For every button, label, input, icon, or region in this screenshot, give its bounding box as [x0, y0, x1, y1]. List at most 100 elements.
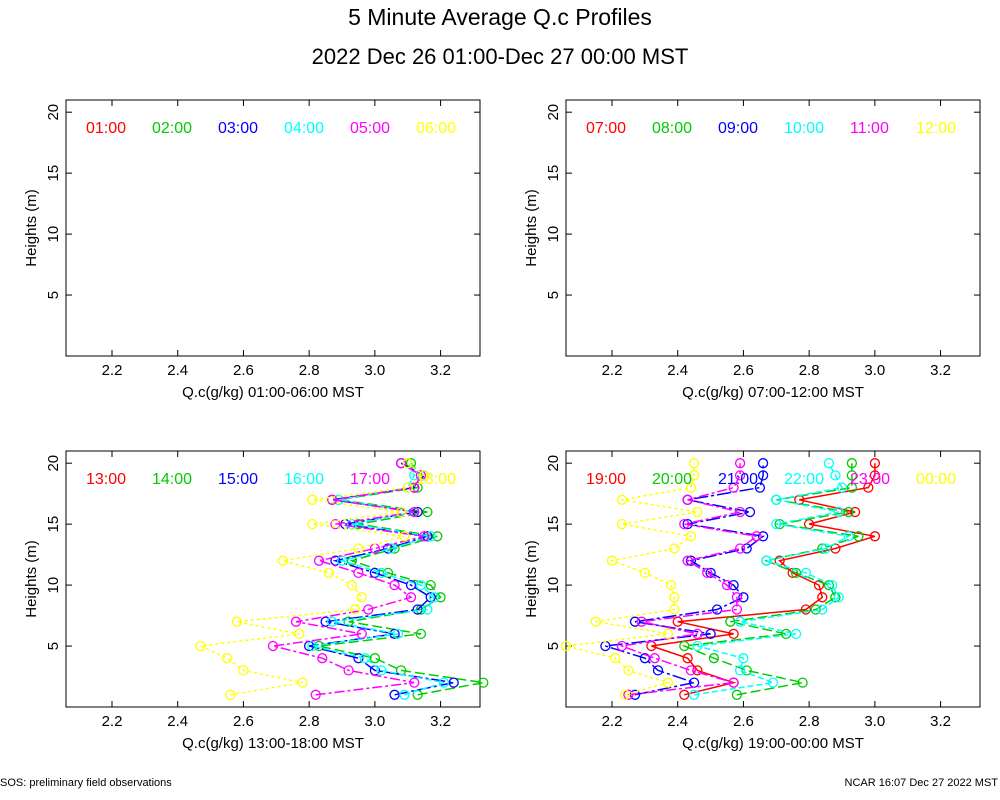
- data-point: [790, 628, 802, 640]
- x-tick-label: 2.8: [799, 713, 820, 730]
- data-point: [195, 640, 206, 652]
- data-point: [705, 628, 716, 640]
- data-point: [688, 689, 700, 700]
- legend-entry-0500: 05:00: [350, 120, 390, 137]
- series-line-0000: [565, 463, 698, 696]
- legend-entry-1500: 15:00: [218, 471, 258, 488]
- data-point: [343, 665, 354, 676]
- legend-entry-2000: 20:00: [652, 471, 692, 488]
- x-tick-label: 2.4: [167, 362, 188, 379]
- data-point: [307, 518, 318, 530]
- data-point: [744, 506, 756, 518]
- data-point: [734, 506, 746, 518]
- data-point: [725, 616, 736, 627]
- y-tick-label: 15: [45, 516, 62, 533]
- data-point: [774, 518, 785, 530]
- data-point: [863, 482, 874, 493]
- y-tick-label: 20: [545, 455, 562, 472]
- data-point: [754, 482, 766, 493]
- data-point: [679, 689, 690, 700]
- y-axis-label: Heights (m): [23, 189, 40, 267]
- panel-2: 2.2 2.4 2.6 2.8 3.0 3.2 5 10 15 20 Q.c(g/kg) 07:00…: [523, 99, 981, 401]
- data-point: [346, 579, 358, 591]
- data-point: [734, 458, 746, 469]
- data-point: [757, 470, 769, 481]
- data-point: [392, 628, 404, 640]
- series-line-2300: [618, 463, 759, 696]
- data-point: [761, 555, 772, 566]
- data-point: [721, 579, 733, 591]
- data-point: [418, 470, 430, 481]
- data-point: [326, 494, 338, 505]
- series-line-2200: [693, 462, 851, 696]
- x-tick-label: 2.8: [799, 362, 820, 379]
- data-point: [797, 677, 808, 688]
- x-tick-label: 2.2: [602, 713, 623, 730]
- data-point: [869, 531, 881, 542]
- x-tick-label: 2.6: [233, 362, 254, 379]
- data-point: [399, 531, 410, 542]
- data-point: [623, 665, 634, 676]
- data-point: [692, 506, 703, 518]
- data-point: [435, 592, 446, 603]
- data-point: [669, 543, 680, 554]
- data-point: [823, 579, 835, 591]
- data-point: [307, 640, 318, 652]
- legend-entry-0800: 08:00: [652, 120, 692, 137]
- data-point: [817, 592, 828, 603]
- data-point: [734, 665, 746, 676]
- data-point: [409, 677, 420, 688]
- data-point: [823, 458, 835, 469]
- data-point: [708, 653, 720, 664]
- data-point: [734, 616, 746, 627]
- data-point: [415, 628, 427, 640]
- data-point: [297, 677, 308, 688]
- data-point: [836, 482, 848, 493]
- plot-frame: [565, 450, 981, 708]
- series-line-1500: [308, 462, 454, 696]
- data-point: [616, 640, 628, 652]
- legend-entry-0400: 04:00: [284, 120, 324, 137]
- data-point: [428, 592, 440, 603]
- data-point: [238, 665, 249, 676]
- data-point: [221, 653, 233, 664]
- data-point: [731, 689, 743, 700]
- data-point: [225, 689, 236, 700]
- footer-credit: NCAR 16:07 Dec 27 2022 MST: [844, 777, 998, 789]
- x-axis-label: Q.c(g/kg) 07:00-12:00 MST: [682, 384, 864, 401]
- data-point: [843, 531, 854, 542]
- data-point: [422, 506, 433, 518]
- data-point: [662, 628, 674, 640]
- data-point: [692, 640, 703, 652]
- series-line-1900: [651, 463, 876, 696]
- data-point: [767, 677, 779, 688]
- data-point: [738, 592, 749, 603]
- x-tick-label: 3.2: [430, 362, 451, 379]
- y-tick-label: 5: [545, 642, 562, 650]
- legend-entry-1600: 16:00: [284, 471, 324, 488]
- data-point: [813, 579, 825, 591]
- y-tick-label: 10: [545, 226, 562, 243]
- data-point: [610, 653, 621, 664]
- data-point: [590, 616, 601, 627]
- legend-entry-1800: 18:00: [416, 471, 456, 488]
- data-point: [849, 506, 861, 518]
- data-point: [356, 592, 367, 603]
- legend-entry-1300: 13:00: [86, 471, 126, 488]
- legend-entry-0200: 02:00: [152, 120, 192, 137]
- data-point: [294, 628, 305, 640]
- legend-entry-0700: 07:00: [586, 120, 626, 137]
- legend-entry-1400: 14:00: [152, 471, 192, 488]
- data-point: [376, 567, 387, 579]
- data-point: [682, 494, 693, 505]
- data-point: [682, 653, 693, 664]
- data-point: [702, 567, 713, 579]
- x-tick-label: 3.0: [364, 713, 385, 730]
- data-point: [560, 640, 572, 652]
- data-point: [636, 616, 647, 627]
- data-point: [231, 616, 243, 627]
- data-point: [853, 531, 864, 542]
- x-tick-label: 2.2: [102, 713, 123, 730]
- legend-entry-2100: 21:00: [718, 471, 758, 488]
- series-line-1600: [312, 462, 445, 696]
